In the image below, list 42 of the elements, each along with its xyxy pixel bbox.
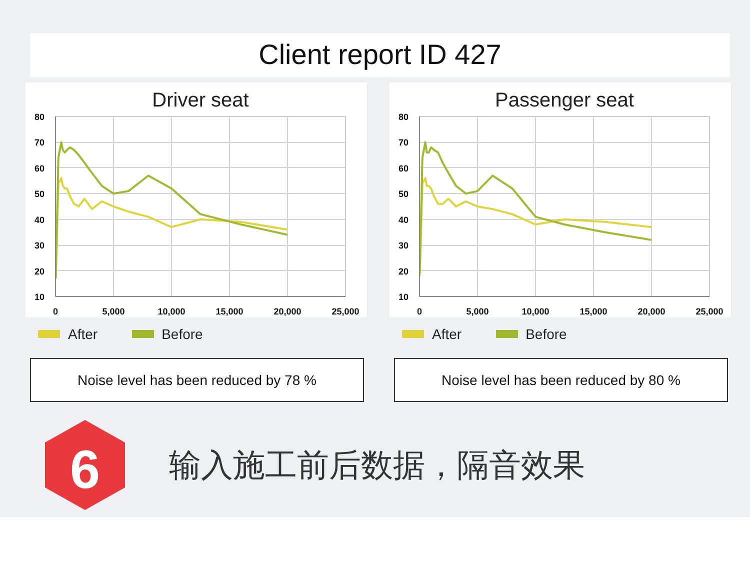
y-tick-label: 50: [398, 189, 409, 200]
x-tick-label: 15,000: [216, 306, 244, 316]
y-tick-label: 80: [34, 112, 45, 122]
x-tick-label: 25,000: [696, 306, 724, 316]
y-tick-label: 80: [398, 112, 409, 122]
legend-label: After: [432, 325, 462, 344]
line-series: [420, 177, 652, 277]
chart-title: Driver seat: [152, 90, 250, 112]
y-tick-label: 20: [34, 266, 45, 276]
text: Noise level has been reduced by 78 %: [30, 358, 364, 402]
x-tick-label: 25,000: [332, 306, 360, 316]
x-tick-label: 20,000: [638, 306, 666, 316]
y-tick-label: 10: [34, 292, 45, 302]
y-tick-label: 40: [398, 214, 409, 225]
y-tick-label: 40: [34, 214, 45, 225]
x-tick-label: 0: [52, 306, 58, 316]
x-tick-label: 0: [416, 306, 422, 316]
legend-label: After: [68, 325, 98, 344]
x-tick-label: 5,000: [102, 306, 125, 316]
y-tick-label: 10: [398, 292, 409, 302]
y-tick-label: 60: [398, 163, 409, 174]
text: 输入施工前后数据，隔音效果: [169, 445, 586, 486]
legend-label: Before: [526, 325, 567, 344]
y-tick-label: 60: [34, 163, 45, 174]
text: Noise level has been reduced by 80 %: [394, 358, 728, 402]
text: Client report ID 427: [30, 33, 730, 77]
x-tick-label: 5,000: [466, 306, 489, 316]
legend-label: Before: [162, 325, 203, 344]
x-tick-label: 20,000: [274, 306, 302, 316]
y-tick-label: 50: [34, 189, 45, 200]
y-tick-label: 20: [398, 266, 409, 276]
line-series: [420, 141, 652, 274]
x-tick-label: 10,000: [522, 306, 550, 316]
line-series: [56, 141, 288, 280]
chart-title: Passenger seat: [495, 90, 634, 112]
y-tick-label: 30: [398, 240, 409, 251]
y-tick-label: 70: [398, 138, 409, 148]
text: 6: [68, 439, 102, 502]
y-tick-label: 70: [34, 138, 45, 148]
x-tick-label: 10,000: [158, 306, 186, 316]
x-tick-label: 15,000: [580, 306, 608, 316]
y-tick-label: 30: [34, 240, 45, 251]
